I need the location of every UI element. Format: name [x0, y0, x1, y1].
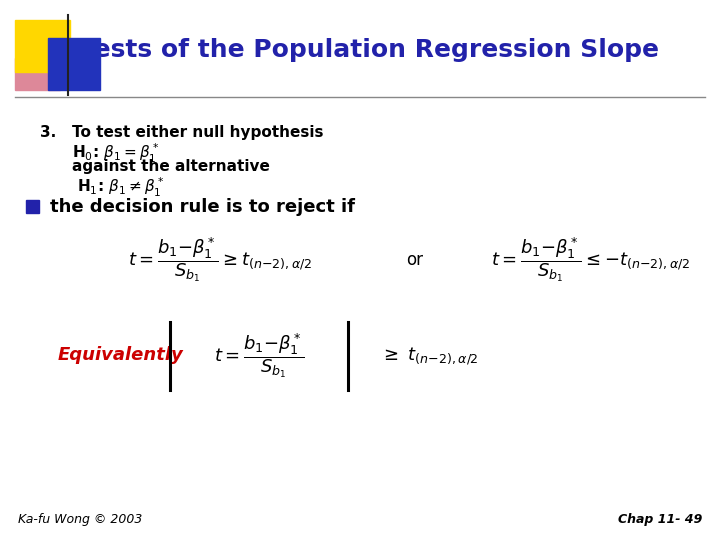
Text: Chap 11- 49: Chap 11- 49: [618, 513, 702, 526]
Text: the decision rule is to reject if: the decision rule is to reject if: [50, 198, 355, 216]
Bar: [15, 20, 70, 72]
Bar: [15, 58, 60, 90]
Bar: [48, 38, 100, 90]
Text: $t = \dfrac{b_1\mathsf{-}\beta_1^*}{S_{b_1}} \geq t_{(n\mathsf{-}2),\alpha/2}$: $t = \dfrac{b_1\mathsf{-}\beta_1^*}{S_{b…: [128, 235, 312, 285]
Text: 3.: 3.: [40, 125, 56, 140]
Text: Ka-fu Wong © 2003: Ka-fu Wong © 2003: [18, 513, 143, 526]
Text: $t = \dfrac{b_1\mathsf{-}\beta_1^*}{S_{b_1}} \leq \mathsf{-}t_{(n\mathsf{-}2),\a: $t = \dfrac{b_1\mathsf{-}\beta_1^*}{S_{b…: [490, 235, 690, 285]
Text: Equivalently: Equivalently: [58, 346, 184, 364]
Text: $t = \dfrac{b_1\mathsf{-}\beta_1^*}{S_{b_1}}$: $t = \dfrac{b_1\mathsf{-}\beta_1^*}{S_{b…: [214, 332, 305, 380]
Text: To test either null hypothesis: To test either null hypothesis: [72, 125, 323, 140]
Text: or: or: [407, 251, 423, 269]
Text: Tests of the Population Regression Slope: Tests of the Population Regression Slope: [80, 38, 659, 62]
Text: H$_1$: $\beta_1 \neq \beta_1^*$: H$_1$: $\beta_1 \neq \beta_1^*$: [77, 176, 164, 199]
Bar: [26, 200, 39, 213]
Text: H$_0$: $\beta_1 = \beta_1^*$: H$_0$: $\beta_1 = \beta_1^*$: [72, 142, 159, 165]
Text: against the alternative: against the alternative: [72, 159, 270, 174]
Text: $\geq\ t_{(n\mathsf{-}2),\alpha/2}$: $\geq\ t_{(n\mathsf{-}2),\alpha/2}$: [380, 345, 479, 367]
